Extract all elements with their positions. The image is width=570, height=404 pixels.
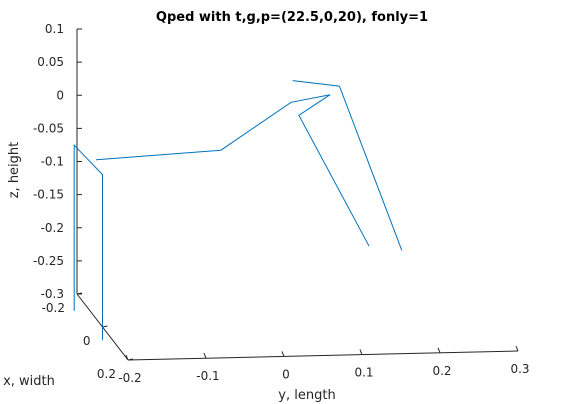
y-length-tick	[437, 347, 441, 353]
z-height-tick-label: -0.1	[41, 155, 64, 169]
y-length-tick	[125, 354, 129, 361]
data-series-group	[73, 80, 403, 341]
y-length-tick-label: 0	[282, 367, 290, 381]
y-length-tick	[515, 345, 519, 352]
z-height-axis-label: z, height	[7, 142, 22, 199]
series-line-1	[73, 143, 103, 341]
x-width-tick	[76, 292, 83, 295]
y-length-tick-label: 0.2	[432, 364, 451, 378]
y-length-tick	[359, 349, 363, 355]
y-length-tick	[281, 351, 285, 357]
series-line-2	[96, 94, 331, 161]
z-height-tick-label: 0	[56, 88, 64, 102]
y-length-tick	[203, 353, 207, 359]
x-width-tick-label: -0.2	[42, 301, 65, 315]
y-length-axis-label: y, length	[278, 388, 335, 403]
x-width-tick	[127, 358, 134, 361]
tick-marks	[76, 28, 519, 361]
y-length-axis-line	[127, 350, 519, 361]
z-height-tick-label: -0.3	[41, 287, 64, 301]
z-height-tick-label: -0.15	[33, 188, 64, 202]
y-length-tick-label: -0.2	[118, 371, 141, 385]
z-height-tick-label: -0.25	[33, 254, 64, 268]
y-length-tick-label: -0.1	[196, 369, 219, 383]
x-width-tick	[102, 325, 108, 328]
x-width-axis-label: x, width	[3, 374, 55, 389]
series-line-3	[292, 80, 403, 251]
tick-labels: 0.10.050-0.05-0.1-0.15-0.2-0.25-0.3-0.20…	[33, 22, 530, 385]
y-length-tick-label: 0.1	[354, 366, 373, 380]
y-length-tick-label: 0.3	[510, 362, 529, 376]
z-height-tick-label: 0.05	[37, 55, 64, 69]
series-line-4	[298, 94, 370, 247]
x-width-tick-label: 0.2	[97, 367, 116, 381]
z-height-tick-label: -0.2	[41, 221, 64, 235]
chart-title: Qped with t,g,p=(22.5,0,20), fonly=1	[156, 10, 428, 25]
z-height-tick-label: -0.05	[33, 121, 64, 135]
x-width-tick-label: 0	[83, 334, 91, 348]
z-height-tick-label: 0.1	[45, 22, 64, 36]
